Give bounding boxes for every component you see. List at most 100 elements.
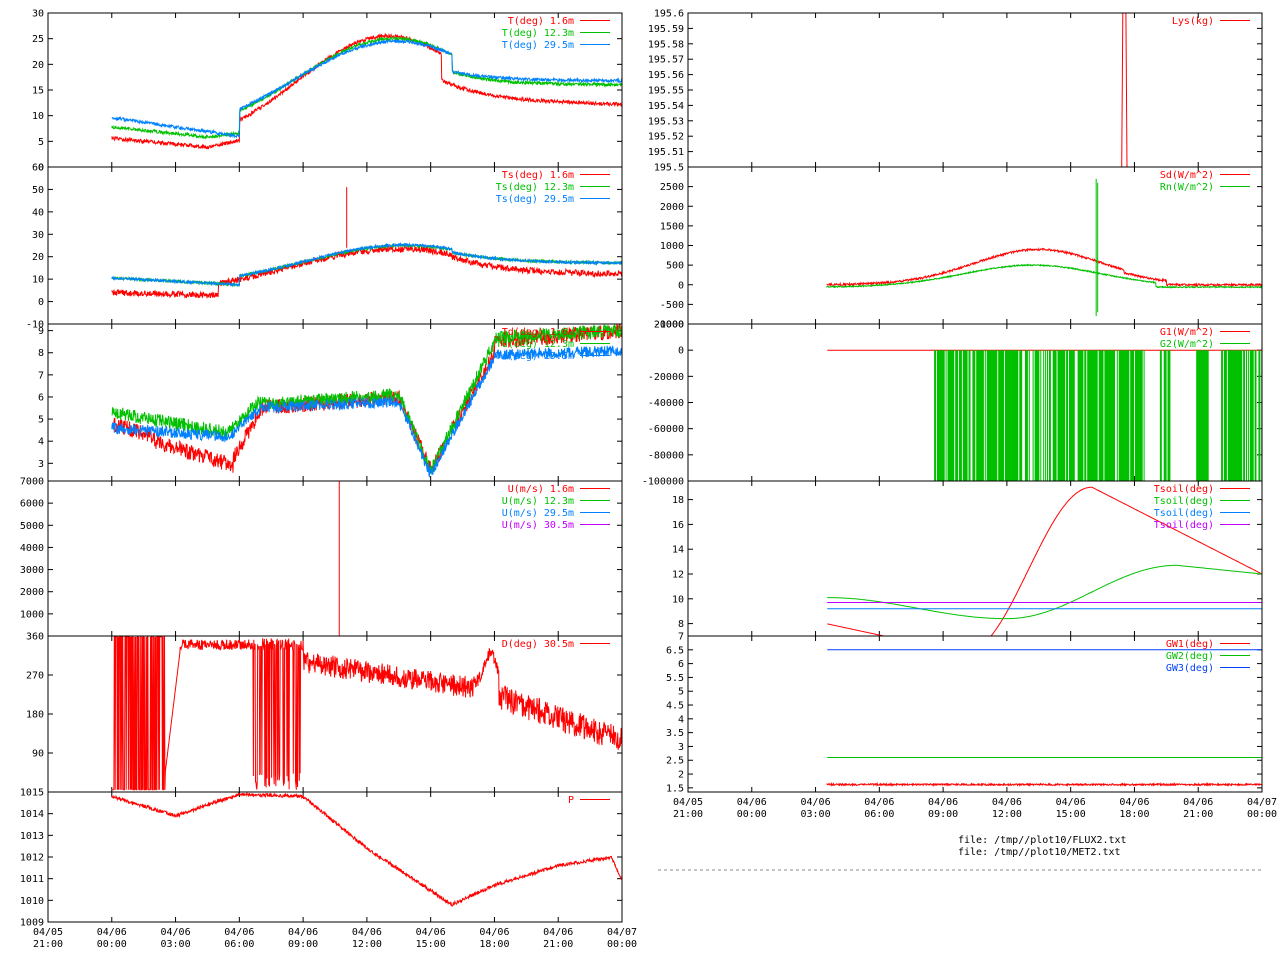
series-line-Tsoil-0 — [827, 486, 1262, 636]
y-tick-label: 270 — [26, 671, 44, 682]
y-tick-label: 195.56 — [648, 70, 684, 81]
chart-panel-Tsoil: 81012141618Tsoil(deg)Tsoil(deg)Tsoil(deg… — [672, 480, 1263, 637]
y-tick-label: 195.57 — [648, 55, 684, 66]
x-tick-label-date: 04/07 — [1247, 797, 1277, 808]
legend-label: U(m/s) 1.6m — [508, 484, 574, 495]
y-tick-label: 7000 — [20, 477, 44, 488]
legend-label: Td(deg) 1.6m — [502, 327, 574, 338]
y-tick-label: 1.5 — [666, 783, 684, 794]
legend-label: Ts(deg) 12.3m — [496, 182, 574, 193]
y-tick-label: 6 — [38, 392, 44, 403]
y-tick-label: 20 — [32, 252, 44, 263]
x-tick-label-date: 04/06 — [737, 797, 767, 808]
series-line-Sd-0 — [826, 246, 1262, 288]
y-tick-label: 360 — [26, 632, 44, 643]
y-tick-label: 6.5 — [666, 645, 684, 656]
y-tick-label: 5 — [38, 415, 44, 426]
y-tick-label: 1010 — [20, 896, 44, 907]
chart-panel-GW: 1.5 2 2.5 3 3.5 4 4.5 5 5.5 6 6.5 7 GW1(deg)GW2(deg)… — [666, 632, 1277, 821]
file-label: file: /tmp//plot10/MET2.txt — [958, 847, 1121, 858]
series-line-Sd-1 — [826, 178, 1262, 317]
legend-label: Tsoil(deg) — [1154, 484, 1214, 495]
y-tick-label: -100000 — [642, 477, 684, 488]
y-tick-label: 4000 — [20, 543, 44, 554]
y-tick-label: 4 — [38, 437, 44, 448]
series-line-T-0 — [111, 32, 622, 150]
y-tick-label: 40 — [32, 207, 44, 218]
y-tick-label: 2 — [678, 770, 684, 781]
series-line-Tsoil-1 — [827, 564, 1262, 620]
x-tick-label-date: 04/06 — [928, 797, 958, 808]
y-tick-label: 14 — [672, 545, 684, 556]
y-tick-label: 4.5 — [666, 701, 684, 712]
y-tick-label: 195.52 — [648, 132, 684, 143]
legend-label: U(m/s) 30.5m — [502, 520, 574, 531]
y-tick-label: 0 — [678, 346, 684, 357]
y-tick-label: 195.58 — [648, 39, 684, 50]
panel-frame — [687, 12, 1263, 168]
x-tick-label-date: 04/06 — [224, 927, 254, 938]
y-tick-label: 195.59 — [648, 24, 684, 35]
x-tick-label-time: 21:00 — [543, 939, 573, 950]
y-tick-label: 4 — [678, 714, 684, 725]
chart-panel-P: 1009101010111012101310141015P04/0521:000… — [20, 788, 637, 951]
y-tick-label: 50 — [32, 185, 44, 196]
y-tick-label: 9 — [38, 326, 44, 337]
y-tick-label: 3 — [38, 459, 44, 470]
y-tick-label: 15 — [32, 86, 44, 97]
y-tick-label: 1011 — [20, 874, 44, 885]
legend-label: G2(W/m^2) — [1160, 339, 1214, 350]
y-tick-label: 3.5 — [666, 728, 684, 739]
panel-frame — [47, 791, 623, 923]
y-tick-label: -40000 — [648, 398, 684, 409]
x-tick-label-date: 04/06 — [97, 927, 127, 938]
legend-label: Tsoil(deg) — [1154, 508, 1214, 519]
series-line-D-0 — [111, 636, 622, 791]
y-tick-label: 1000 — [20, 609, 44, 620]
legend-label: Ts(deg) 29.5m — [496, 194, 574, 205]
y-tick-label: 7 — [678, 632, 684, 643]
legend-label: GW2(deg) — [1166, 651, 1214, 662]
y-tick-label: 8 — [38, 348, 44, 359]
series-line-Ts-2 — [111, 242, 622, 287]
x-tick-label-date: 04/06 — [1183, 797, 1213, 808]
legend-label: T(deg) 1.6m — [508, 16, 574, 27]
panel-frame — [687, 635, 1263, 793]
x-tick-label-date: 04/06 — [1056, 797, 1086, 808]
x-tick-label-date: 04/06 — [416, 927, 446, 938]
legend-label: D(deg) 30.5m — [502, 639, 574, 650]
x-tick-label-time: 12:00 — [992, 809, 1022, 820]
legend-label: T(deg) 29.5m — [502, 40, 574, 51]
y-tick-label: -500 — [660, 300, 684, 311]
legend-label: Tsoil(deg) — [1154, 496, 1214, 507]
x-tick-label-date: 04/07 — [607, 927, 637, 938]
legend-label: T(deg) 12.3m — [502, 28, 574, 39]
x-tick-label-time: 21:00 — [1183, 809, 1213, 820]
y-tick-label: 195.51 — [648, 147, 684, 158]
y-tick-label: 0 — [678, 280, 684, 291]
y-tick-label: 20 — [32, 60, 44, 71]
y-tick-label: 30 — [32, 230, 44, 241]
x-tick-label-date: 04/06 — [864, 797, 894, 808]
series-line-T-1 — [111, 35, 622, 140]
y-tick-label: 10 — [32, 111, 44, 122]
legend-label: Lys(kg) — [1172, 16, 1214, 27]
y-tick-label: 18 — [672, 495, 684, 506]
legend-label: U(m/s) 29.5m — [502, 508, 574, 519]
legend-label: Td(deg) 29.5m — [496, 351, 574, 362]
legend-label: P — [568, 795, 574, 806]
y-tick-label: 10 — [672, 594, 684, 605]
legend-label: U(m/s) 12.3m — [502, 496, 574, 507]
x-tick-label-time: 06:00 — [224, 939, 254, 950]
y-tick-label: 10 — [32, 275, 44, 286]
series-line-T-2 — [111, 38, 622, 139]
y-tick-label: 1013 — [20, 831, 44, 842]
x-tick-label-time: 09:00 — [928, 809, 958, 820]
legend-label: Tsoil(deg) — [1154, 520, 1214, 531]
chart-panel-Lys: 195.5 195.51 195.52 195.53 195.54 195.55 195.5… — [648, 9, 1263, 174]
x-tick-label-time: 15:00 — [1056, 809, 1086, 820]
y-tick-label: 2500 — [660, 182, 684, 193]
